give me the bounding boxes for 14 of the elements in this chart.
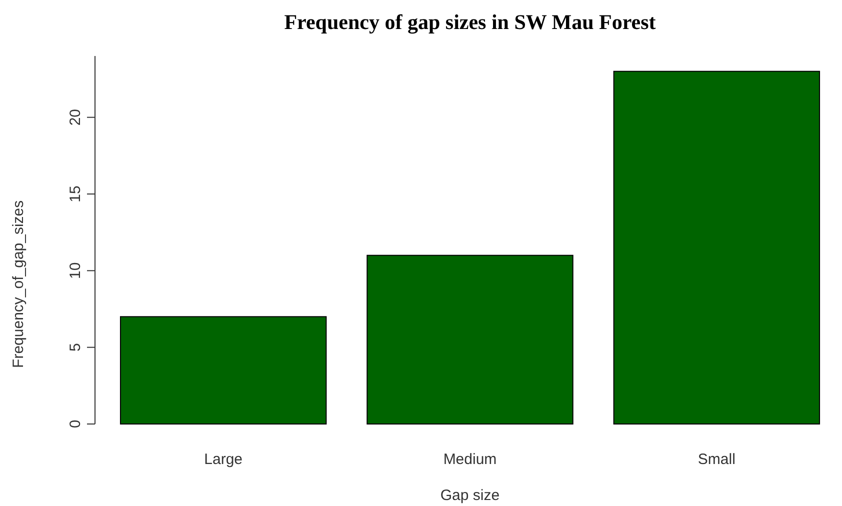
bar	[120, 316, 327, 424]
chart-title: Frequency of gap sizes in SW Mau Forest	[284, 10, 656, 34]
x-tick-label: Small	[698, 451, 736, 468]
y-tick-label: 5	[66, 343, 84, 352]
y-axis-title: Frequency_of_gap_sizes	[10, 200, 27, 368]
x-tick-label: Large	[204, 451, 243, 468]
x-axis-title: Gap size	[440, 487, 500, 504]
bar	[366, 254, 574, 424]
bar	[613, 70, 820, 424]
y-tick-label: 10	[66, 262, 84, 280]
y-tick-label: 20	[66, 108, 84, 126]
y-tick-label: 15	[66, 186, 84, 202]
x-tick-label: Medium	[443, 451, 497, 468]
y-tick-label: 0	[66, 420, 84, 428]
